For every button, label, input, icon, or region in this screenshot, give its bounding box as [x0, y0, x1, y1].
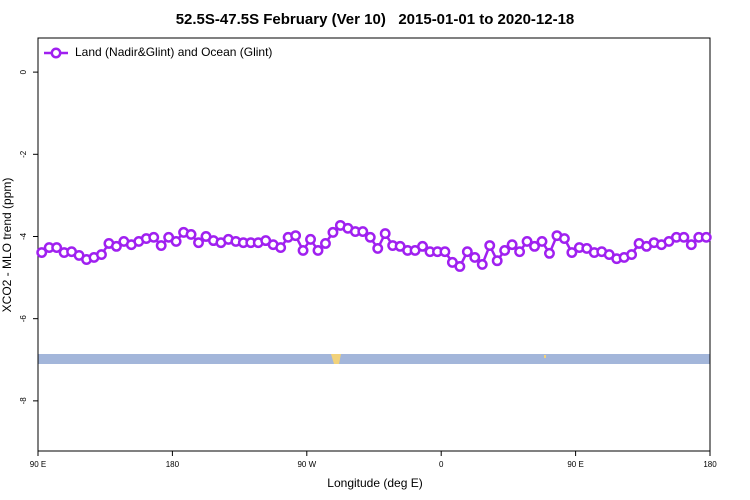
x-tick-label: 0 — [439, 460, 444, 469]
data-point — [521, 235, 533, 247]
data-point — [544, 247, 555, 259]
x-tick-label: 180 — [703, 460, 717, 469]
data-point — [51, 242, 63, 254]
legend-marker — [50, 47, 62, 59]
data-point — [372, 242, 384, 254]
y-tick-label: -2 — [19, 150, 28, 158]
data-point — [148, 231, 160, 243]
y-tick-label: -6 — [19, 315, 28, 323]
data-point — [96, 249, 107, 261]
data-point — [379, 228, 391, 240]
x-tick-label: 90 W — [297, 460, 316, 469]
data-point — [364, 231, 376, 243]
surface-strip — [38, 354, 710, 364]
y-tick-label: -8 — [19, 397, 28, 405]
data-point — [275, 242, 287, 254]
plot-frame — [37, 37, 711, 452]
data-point — [514, 246, 526, 258]
data-point — [491, 255, 503, 267]
data-point — [536, 235, 548, 247]
data-point — [155, 240, 167, 251]
data-point — [685, 239, 697, 251]
data-point — [566, 247, 578, 258]
y-axis-label: XCO2 - MLO trend (ppm) — [0, 178, 14, 313]
y-tick-label: 0 — [19, 69, 28, 74]
data-point — [327, 226, 339, 238]
data-point — [506, 239, 518, 251]
data-point — [626, 249, 638, 261]
data-point — [170, 235, 182, 247]
x-axis-label: Longitude (deg E) — [327, 476, 422, 490]
data-point — [290, 230, 302, 242]
data-point — [36, 247, 48, 258]
x-tick-label: 90 E — [30, 460, 46, 469]
x-tick-label: 180 — [166, 460, 180, 469]
chart-title: 52.5S-47.5S February (Ver 10) 2015-01-01… — [176, 11, 575, 28]
data-point — [320, 238, 331, 249]
data-point — [305, 233, 316, 245]
data-point — [297, 245, 309, 256]
data-point — [185, 228, 197, 240]
data-point — [312, 245, 324, 256]
land-patch — [331, 354, 341, 364]
data-point — [193, 237, 204, 249]
data-point — [439, 246, 451, 258]
legend-label: Land (Nadir&Glint) and Ocean (Glint) — [75, 45, 272, 59]
data-point — [469, 251, 481, 263]
data-point — [454, 261, 466, 272]
data-point — [499, 245, 511, 256]
data-point — [476, 258, 488, 270]
data-point — [417, 240, 428, 252]
land-patch — [544, 355, 546, 358]
data-point — [558, 233, 570, 244]
data-point — [700, 231, 712, 243]
x-tick-label: 90 E — [567, 460, 583, 469]
data-point — [461, 246, 473, 258]
data-point — [678, 231, 690, 243]
data-point — [484, 240, 496, 251]
data-point — [110, 240, 122, 252]
data-point — [357, 226, 369, 238]
y-tick-label: -4 — [19, 232, 28, 240]
data-point — [529, 240, 540, 252]
